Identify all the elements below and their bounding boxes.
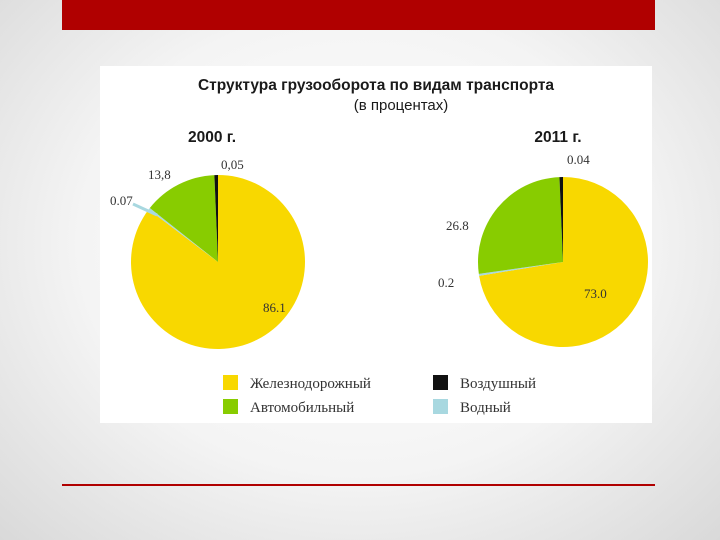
pie-slice: [148, 207, 218, 262]
slice-label: 0,05: [221, 157, 244, 172]
pie-year-label: 2000 г.: [188, 129, 236, 146]
slice-label: 13,8: [148, 167, 171, 182]
slice-leader-line: [132, 202, 158, 217]
pie-slice: [478, 262, 563, 276]
slice-label: 73.0: [584, 286, 607, 301]
pie-slice: [149, 175, 218, 262]
legend: Железнодорожный Автомобильный Воздушный Вод…: [223, 375, 536, 416]
legend-label: Водный: [460, 400, 511, 416]
slice-label: 86.1: [263, 300, 286, 315]
pie-slice: [131, 175, 306, 350]
legend-swatch: [223, 399, 238, 414]
top-accent-bar: [62, 0, 655, 30]
legend-label: Автомобильный: [250, 400, 354, 416]
slice-label: 0.2: [438, 275, 454, 290]
chart-subtitle: (в процентах): [353, 97, 449, 114]
pie-slice: [477, 177, 563, 274]
legend-label: Воздушный: [460, 376, 536, 392]
legend-swatch: [433, 375, 448, 390]
legend-swatch: [433, 399, 448, 414]
pie-slice: [559, 176, 563, 262]
pie-slice: [214, 174, 218, 262]
pie-slice: [479, 177, 648, 347]
slice-label: 0.04: [567, 152, 590, 167]
legend-swatch: [223, 375, 238, 390]
legend-label: Железнодорожный: [250, 376, 371, 392]
pie-year-label: 2011 г.: [534, 129, 581, 146]
pie-1: 2011 г. 73.0 0.2 26.8 0.04: [438, 129, 648, 347]
slice-label: 26.8: [446, 218, 469, 233]
bottom-accent-line: [62, 484, 655, 486]
slice-label: 0.07: [110, 193, 133, 208]
chart-panel: Структура грузооборота по видам транспор…: [100, 66, 652, 423]
pie-0: 2000 г. 86.1 0.07 13,8 0,05: [110, 129, 306, 350]
chart-title: Структура грузооборота по видам транспор…: [197, 77, 555, 94]
pie-charts: 2000 г. 86.1 0.07 13,8 0,05 2011 г. 73.0 0.2 26.…: [110, 129, 648, 416]
